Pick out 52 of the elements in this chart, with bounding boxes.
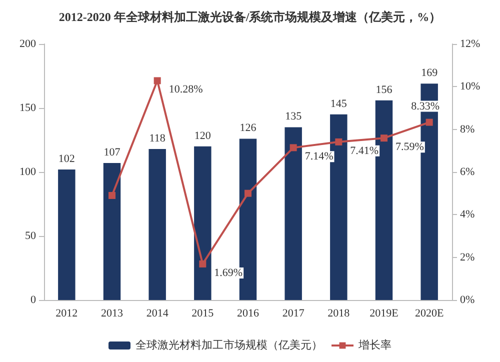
y2-tick-label: 6% bbox=[460, 166, 475, 178]
y2-tick-label: 4% bbox=[460, 208, 475, 221]
legend-label: 全球激光材料加工市场规模（亿美元） bbox=[136, 338, 322, 352]
data-label: 126 bbox=[240, 122, 257, 134]
point bbox=[335, 138, 342, 146]
data-label: 10.28% bbox=[168, 84, 203, 96]
bar bbox=[58, 169, 76, 300]
point bbox=[199, 260, 206, 268]
data-label: 169 bbox=[421, 67, 438, 80]
data-label: 7.41% bbox=[350, 144, 379, 157]
y-tick-label: 150 bbox=[20, 102, 36, 114]
point bbox=[290, 144, 297, 152]
point bbox=[244, 190, 252, 197]
bar bbox=[194, 146, 212, 300]
x-tick-label: 2016 bbox=[237, 308, 260, 320]
x-tick-label: 2020E bbox=[414, 308, 444, 320]
data-label: 8.33% bbox=[411, 100, 440, 112]
x-tick-label: 2014 bbox=[146, 308, 169, 320]
x-tick-label: 2012 bbox=[56, 308, 78, 320]
point bbox=[426, 118, 433, 126]
bar bbox=[148, 148, 166, 300]
bar bbox=[103, 163, 121, 300]
bar bbox=[284, 127, 302, 300]
data-label: 102 bbox=[58, 152, 75, 165]
data-label: 156 bbox=[376, 84, 393, 96]
chart-title: 2012-2020 年全球材料加工激光设备/系统市场规模及增速（亿美元，%） bbox=[58, 10, 442, 24]
legend-label: 增长率 bbox=[358, 338, 392, 352]
y-tick-label: 0 bbox=[30, 294, 36, 306]
data-label: 120 bbox=[194, 130, 212, 142]
data-label: 1.69% bbox=[214, 266, 243, 279]
x-tick-label: 2013 bbox=[101, 308, 124, 320]
data-label: 7.59% bbox=[396, 141, 424, 154]
x-tick-label: 2018 bbox=[328, 308, 350, 320]
point bbox=[108, 192, 116, 199]
data-label: 145 bbox=[330, 98, 348, 110]
x-tick-label: 2019E bbox=[370, 308, 399, 320]
y2-tick-label: 12% bbox=[460, 38, 480, 50]
point bbox=[154, 77, 161, 84]
x-tick-label: 2015 bbox=[192, 308, 214, 320]
data-label: 107 bbox=[104, 146, 121, 159]
x-tick-label: 2017 bbox=[282, 308, 305, 320]
y-tick-label: 50 bbox=[25, 230, 36, 242]
y2-tick-label: 10% bbox=[460, 80, 480, 93]
y2-tick-label: 0% bbox=[460, 294, 475, 306]
y-tick-label: 100 bbox=[20, 166, 36, 178]
data-label: 7.14% bbox=[304, 150, 334, 163]
y2-tick-label: 8% bbox=[460, 123, 475, 136]
data-label: 118 bbox=[149, 132, 166, 144]
y2-tick-label: 2% bbox=[460, 251, 475, 264]
y-tick-label: 200 bbox=[20, 38, 36, 50]
point bbox=[380, 134, 388, 142]
data-label: 135 bbox=[285, 110, 302, 123]
